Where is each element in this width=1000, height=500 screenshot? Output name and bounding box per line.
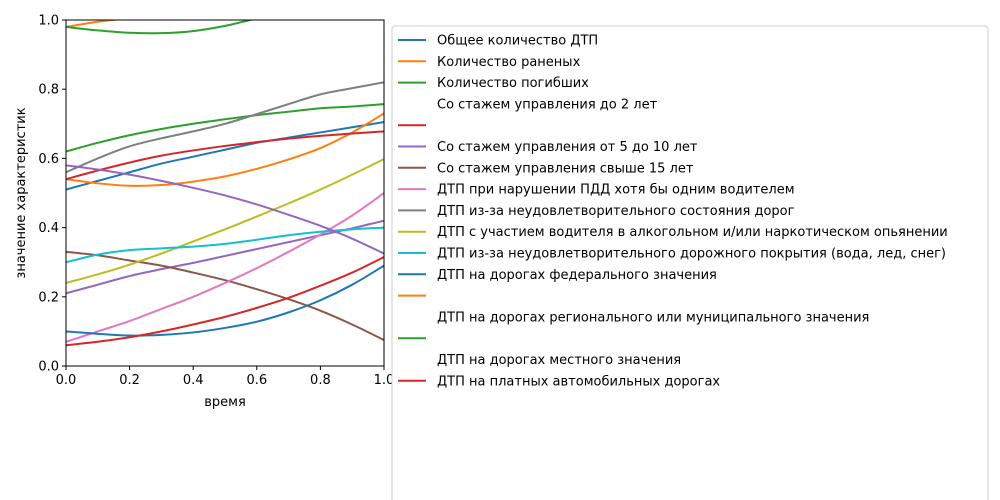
x-tick-label: 0.6 [246, 373, 267, 388]
series-line-13 [66, 20, 255, 35]
series-line-12 [66, 20, 122, 28]
legend-label: Со стажем управления от 5 до 10 лет [437, 140, 698, 155]
legend-label: Со стажем управления свыше 15 лет [437, 161, 694, 176]
series-line-4 [66, 130, 384, 181]
x-tick-label: 0.8 [310, 373, 331, 388]
series-line-15 [66, 164, 384, 255]
y-axis: 0.0 0.2 0.4 0.6 0.8 1.0 [38, 14, 66, 375]
series-line-8 [66, 81, 384, 174]
series-line-5 [66, 219, 384, 295]
y-tick-label: 1.0 [38, 14, 59, 29]
legend-label: ДТП при нарушении ПДД хотя бы одним води… [437, 183, 795, 198]
series-line-14 [66, 256, 384, 347]
x-axis: 0.0 0.2 0.4 0.6 0.8 1.0 [56, 366, 395, 388]
legend-label: Количество раненых [437, 55, 581, 70]
legend-label: Со стажем управления до 2 лет [437, 97, 658, 112]
y-axis-label: значение характеристик [14, 107, 29, 278]
x-tick-label: 0.0 [56, 373, 77, 388]
y-tick-label: 0.0 [38, 360, 59, 375]
y-tick-label: 0.4 [38, 221, 59, 236]
legend-label: ДТП на платных автомобильных дорогах [437, 374, 720, 389]
x-tick-label: 0.4 [183, 373, 204, 388]
legend-label: ДТП из-за неудовлетворительного состояни… [437, 204, 795, 219]
series-line-7 [66, 192, 384, 343]
series-line-6 [66, 250, 384, 341]
series-line-9 [66, 158, 384, 284]
series-line-10 [66, 226, 384, 264]
y-tick-label: 0.6 [38, 152, 59, 167]
legend-label: Общее количество ДТП [437, 34, 598, 49]
series-line-2 [66, 112, 384, 187]
series-line-11 [66, 264, 384, 337]
y-tick-label: 0.2 [38, 290, 59, 305]
legend-label: ДТП с участием водителя в алкогольном и/… [437, 225, 948, 240]
legend-label: ДТП на дорогах федерального значения [437, 268, 717, 283]
legend-label: ДТП на дорогах местного значения [437, 353, 681, 368]
legend-box [391, 25, 989, 500]
legend: Общее количество ДТП Количество раненых Ко… [398, 34, 948, 389]
legend-label: ДТП на дорогах регионального или муницип… [437, 310, 869, 325]
x-axis-label: время [204, 395, 246, 410]
series-lines [66, 20, 384, 347]
series-line-1 [66, 121, 384, 191]
legend-label: ДТП из-за неудовлетворительного дорожног… [437, 247, 946, 262]
x-tick-label: 0.2 [119, 373, 140, 388]
plot-frame [65, 19, 385, 367]
series-line-3 [66, 103, 384, 153]
y-tick-label: 0.8 [38, 83, 59, 98]
legend-label: Количество погибших [437, 76, 589, 91]
x-tick-label: 1.0 [374, 373, 395, 388]
